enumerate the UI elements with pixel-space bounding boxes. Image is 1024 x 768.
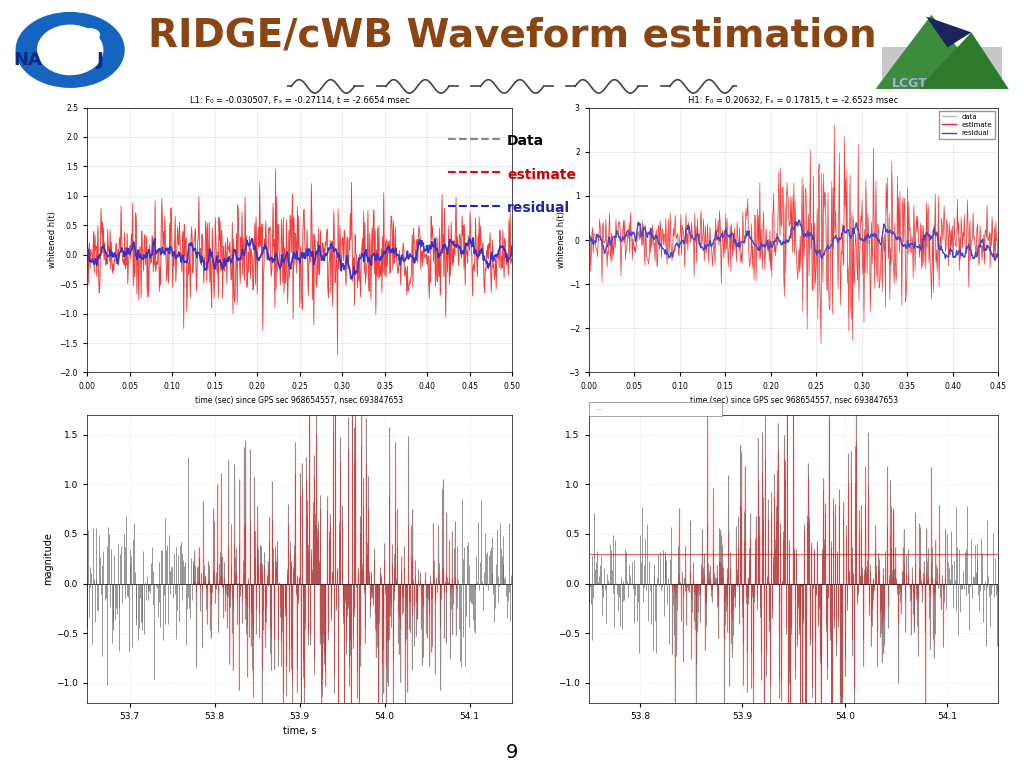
Polygon shape — [882, 48, 1001, 89]
Legend: data, estimate, residual: data, estimate, residual — [939, 111, 995, 139]
X-axis label: time (sec) since GPS sec 968654557, nsec 693847653: time (sec) since GPS sec 968654557, nsec… — [196, 396, 403, 405]
Title: H1: F₀ = 0.20632, Fₓ = 0.17815, t = -2.6523 msec: H1: F₀ = 0.20632, Fₓ = 0.17815, t = -2.6… — [688, 96, 899, 105]
Text: estimate: estimate — [507, 167, 577, 182]
Y-axis label: whitened h(t): whitened h(t) — [557, 211, 565, 269]
Text: RIDGE/cWB Waveform estimation: RIDGE/cWB Waveform estimation — [147, 16, 877, 55]
Title: L1: F₀ = -0.030507, Fₓ = -0.27114, t = -2.6654 msec: L1: F₀ = -0.030507, Fₓ = -0.27114, t = -… — [189, 96, 410, 105]
Y-axis label: whitened h(t): whitened h(t) — [48, 211, 56, 269]
Polygon shape — [919, 32, 1009, 89]
X-axis label: time (sec) since GPS sec 968654557, nsec 693847653: time (sec) since GPS sec 968654557, nsec… — [689, 396, 898, 405]
Text: —: — — [595, 406, 602, 412]
Text: Data: Data — [507, 134, 545, 148]
Polygon shape — [926, 17, 972, 48]
Circle shape — [81, 29, 99, 41]
Text: residual: residual — [507, 201, 570, 215]
Text: LCGT: LCGT — [892, 77, 928, 90]
Ellipse shape — [15, 12, 125, 88]
Ellipse shape — [37, 25, 103, 75]
Text: J: J — [96, 51, 103, 69]
Polygon shape — [876, 15, 972, 89]
Text: NA: NA — [13, 51, 42, 69]
X-axis label: time, s: time, s — [283, 727, 316, 737]
Text: 9: 9 — [506, 743, 518, 762]
Y-axis label: magnitude: magnitude — [43, 532, 53, 585]
